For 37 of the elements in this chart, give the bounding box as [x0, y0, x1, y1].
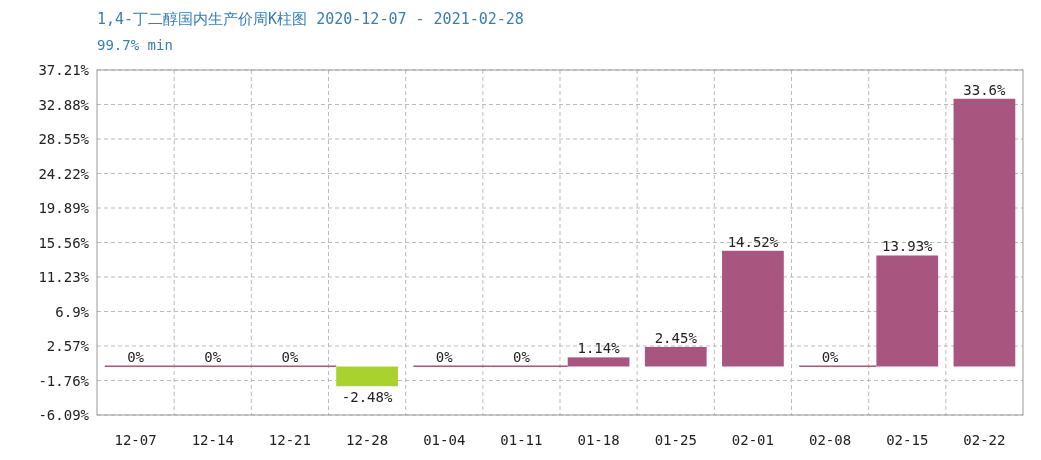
data-label: 0%	[435, 349, 454, 366]
x-tick-label: 12-28	[346, 432, 389, 448]
x-tick-label: 12-07	[114, 432, 157, 448]
y-tick-label: 2.57%	[46, 338, 90, 354]
y-tick-label: -1.76%	[38, 372, 90, 389]
data-label: -2.48%	[341, 389, 393, 406]
x-tick-label: 02-08	[809, 432, 852, 448]
x-tick-label: 12-14	[191, 432, 234, 448]
data-label: 14.52%	[727, 233, 779, 250]
data-label: 33.6%	[963, 81, 1007, 98]
data-label: 0%	[821, 349, 840, 366]
x-tick-label: 01-11	[500, 432, 543, 448]
y-tick-label: 15.56%	[38, 234, 90, 251]
y-tick-label: 32.88%	[38, 96, 90, 113]
x-tick-label: 12-21	[268, 432, 311, 448]
y-tick-label: 19.89%	[38, 200, 90, 216]
x-tick-label: 01-04	[423, 432, 466, 448]
data-label: 1.14%	[577, 340, 621, 357]
data-label: 0%	[204, 349, 222, 366]
x-tick-label: 02-15	[886, 432, 929, 448]
y-tick-label: 37.21%	[38, 62, 90, 78]
data-label: 0%	[281, 349, 299, 366]
x-tick-label: 01-18	[577, 432, 620, 448]
chart-title: 1,4-丁二醇国内生产价周K柱图 2020-12-07 - 2021-02-28	[97, 10, 524, 28]
data-label: 2.45%	[654, 329, 698, 346]
y-tick-label: -6.09%	[38, 407, 90, 423]
x-tick-label: 01-25	[654, 432, 697, 448]
y-tick-label: 24.22%	[38, 165, 90, 182]
data-label: 0%	[127, 349, 145, 366]
x-tick-label: 02-01	[731, 432, 774, 448]
chart-subtitle: 99.7% min	[97, 37, 173, 53]
data-label: 13.93%	[881, 238, 934, 255]
y-tick-label: 28.55%	[38, 131, 90, 147]
y-tick-label: 11.23%	[38, 269, 90, 285]
x-tick-label: 02-22	[963, 432, 1006, 448]
y-tick-label: 6.9%	[55, 303, 90, 320]
data-label: 0%	[512, 349, 531, 366]
